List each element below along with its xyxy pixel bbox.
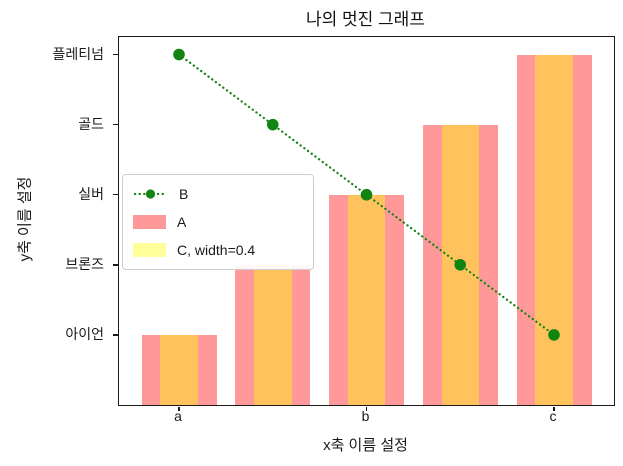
plot-area: B A C, width=0.4 — [113, 36, 615, 411]
legend-item-a: A — [133, 208, 303, 236]
line-b-marker-2 — [360, 188, 373, 201]
bars-layer — [119, 37, 614, 405]
y-tick-mark — [113, 123, 118, 126]
x-tick-labels: a b c — [118, 406, 613, 428]
y-tick-labels: 아이언 브론즈 실버 골드 플레티넘 — [0, 36, 112, 404]
line-b-marker-0 — [173, 48, 185, 61]
bar-a-0 — [141, 334, 217, 405]
y-tick-label: 실버 — [78, 185, 104, 202]
line-b-marker-3 — [454, 259, 467, 271]
legend-label-b: B — [179, 186, 189, 202]
legend-swatch-c-icon — [133, 243, 166, 257]
line-b-marker-1 — [266, 118, 279, 131]
y-tick-label: 플레티넘 — [52, 45, 104, 62]
legend-label-a: A — [177, 214, 187, 230]
bar-a-1 — [235, 264, 311, 405]
bar-c-1 — [254, 264, 292, 405]
x-tick-label: c — [549, 408, 557, 424]
x-tick-label: a — [174, 408, 182, 424]
y-tick-mark — [113, 53, 118, 56]
y-tick-label: 골드 — [78, 115, 104, 132]
legend: B A C, width=0.4 — [122, 174, 314, 270]
x-tick-label: b — [361, 408, 370, 424]
y-tick-mark — [113, 264, 118, 266]
x-tick-mark — [365, 406, 368, 411]
legend-line-sample-icon — [133, 189, 168, 199]
legend-item-c: C, width=0.4 — [133, 236, 303, 264]
x-axis-label: x축 이름 설정 — [323, 437, 408, 454]
legend-swatch-a-icon — [133, 215, 166, 229]
y-tick-mark — [113, 194, 118, 196]
y-tick-mark — [113, 334, 118, 336]
bar-c-4 — [535, 54, 573, 405]
bar-a-4 — [516, 54, 592, 405]
line-b-marker-4 — [548, 329, 560, 341]
x-tick-mark — [553, 406, 555, 411]
bar-c-2 — [347, 194, 386, 405]
bar-a-2 — [329, 194, 404, 405]
bar-c-0 — [160, 334, 198, 405]
x-tick-mark — [178, 406, 180, 411]
legend-label-c: C, width=0.4 — [177, 242, 256, 258]
y-tick-label: 아이언 — [65, 325, 104, 342]
legend-item-b: B — [133, 180, 303, 208]
y-tick-label: 브론즈 — [65, 255, 104, 272]
chart-title: 나의 멋진 그래프 — [306, 10, 425, 29]
line-series-b — [173, 48, 560, 341]
